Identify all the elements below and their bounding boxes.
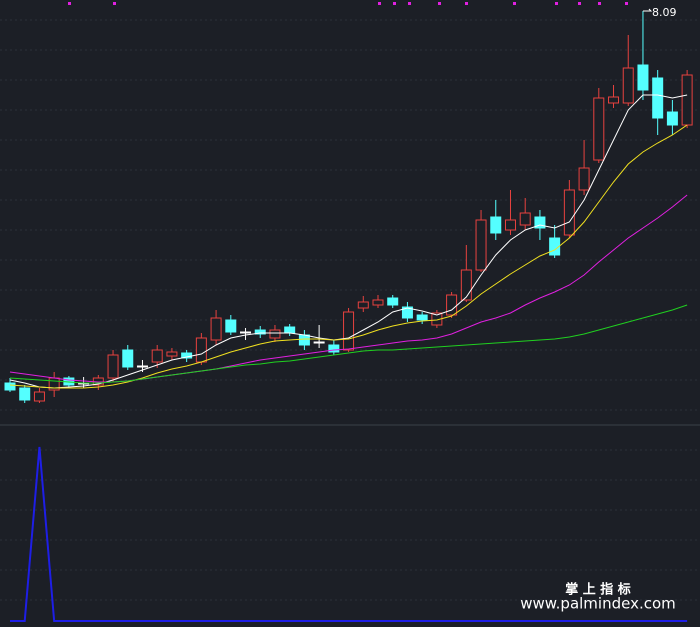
ma-line [9, 124, 688, 389]
candle-body [519, 212, 531, 226]
candle-body [269, 329, 281, 339]
candle-body [416, 314, 428, 321]
candle-body [622, 67, 634, 104]
candle-body [666, 111, 678, 126]
candle-body [387, 297, 399, 306]
candle-body [328, 344, 340, 353]
signal-dots [68, 2, 628, 5]
candle-body [166, 351, 178, 357]
candle-body [549, 237, 561, 256]
candle-body [298, 334, 310, 346]
candle-body [652, 77, 664, 119]
signal-dot [113, 2, 116, 5]
candle-body [240, 331, 252, 334]
candle-body [372, 299, 384, 306]
signal-dot [555, 2, 558, 5]
candle-body [446, 294, 458, 316]
candle-body [475, 219, 487, 271]
candle-body [578, 167, 590, 191]
signal-dot [625, 2, 628, 5]
candle-body [107, 354, 119, 379]
signal-dot [408, 2, 411, 5]
candle-body [401, 306, 413, 319]
candle-body [284, 326, 296, 334]
signal-dot [598, 2, 601, 5]
candle-body [504, 219, 516, 231]
candle-body [4, 382, 16, 391]
candle-body [343, 311, 355, 351]
indicator-line [10, 446, 688, 622]
signal-dot [68, 2, 71, 5]
high-pointer [642, 8, 653, 12]
signal-dot [438, 2, 441, 5]
candle-body [490, 216, 502, 234]
candle-body [313, 341, 325, 344]
ma-line [9, 94, 688, 389]
candle-body [637, 64, 649, 91]
candle-body [225, 319, 237, 333]
watermark-title: 掌 上 指 标 [565, 582, 631, 598]
signal-dot [393, 2, 396, 5]
candle-body [254, 329, 266, 335]
candle-body [195, 337, 207, 363]
watermark-url: www.palmindex.com [520, 595, 676, 613]
candle-body [563, 189, 575, 236]
signal-dot [578, 2, 581, 5]
high-label: 8.09 [652, 6, 677, 19]
candle-body [210, 317, 222, 341]
candle-body [608, 96, 620, 104]
signal-dot [465, 2, 468, 5]
candle-body [19, 387, 31, 401]
signal-dot [513, 2, 516, 5]
ma-line [9, 304, 688, 384]
candle-body [534, 216, 546, 229]
candle-body [357, 301, 369, 309]
signal-dot [378, 2, 381, 5]
candle-body [460, 269, 472, 301]
candle-body [593, 97, 605, 161]
candle-body [122, 349, 134, 368]
candle-body [151, 349, 163, 363]
candle-body [33, 391, 45, 402]
candle-body [136, 365, 148, 368]
candle-body [681, 74, 693, 126]
